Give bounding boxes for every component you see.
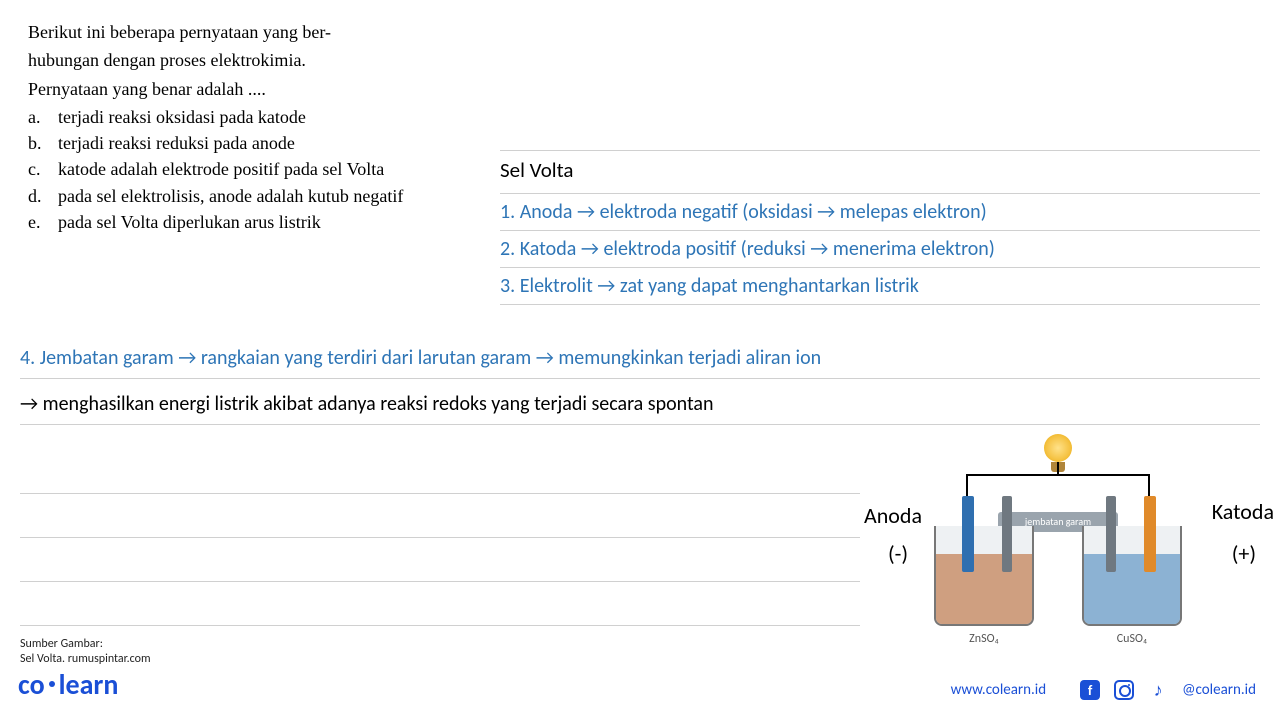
note-line-1: 1. Anoda → elektroda negatif (oksidasi →…	[500, 194, 1260, 231]
full-note-conclusion: → menghasilkan energi listrik akibat ada…	[20, 384, 1260, 425]
option-letter: c.	[28, 157, 58, 181]
logo-co: co	[18, 667, 45, 702]
footer-url[interactable]: www.colearn.id	[951, 681, 1047, 699]
instagram-icon[interactable]	[1114, 680, 1134, 700]
option-text: terjadi reaksi reduksi pada anode	[58, 131, 488, 155]
options-list: a. terjadi reaksi oksidasi pada katode b…	[28, 105, 488, 234]
footer-right: www.colearn.id f ♪ @colearn.id	[951, 680, 1256, 700]
liquid-cu	[1084, 554, 1180, 624]
salt-bridge-leg-left	[1002, 496, 1012, 572]
beaker-right	[1082, 526, 1182, 626]
anoda-label: Anoda	[864, 502, 922, 529]
source-line-1: Sumber Gambar:	[20, 637, 151, 653]
notes-title: Sel Volta	[500, 150, 1260, 194]
question-intro-3: Pernyataan yang benar adalah ....	[28, 77, 488, 101]
image-source: Sumber Gambar: Sel Volta. rumuspintar.co…	[20, 637, 151, 668]
question-intro-2: hubungan dengan proses elektrokimia.	[28, 48, 488, 72]
note-line-2: 2. Katoda → elektroda positif (reduksi →…	[500, 231, 1260, 268]
option-text: pada sel Volta diperlukan arus listrik	[58, 210, 488, 234]
option-a: a. terjadi reaksi oksidasi pada katode	[28, 105, 488, 129]
footer-handle[interactable]: @colearn.id	[1182, 681, 1256, 699]
source-line-2: Sel Volta. rumuspintar.com	[20, 652, 151, 668]
bulb-icon	[1044, 434, 1072, 462]
facebook-icon[interactable]: f	[1080, 680, 1100, 700]
blank-line	[20, 538, 860, 582]
full-note-4: 4. Jembatan garam → rangkaian yang terdi…	[20, 338, 1260, 379]
anoda-sign: (-)	[888, 540, 908, 567]
blank-line	[20, 582, 860, 626]
left-solution-label: ZnSO₄	[934, 632, 1034, 646]
salt-bridge-leg-right	[1106, 496, 1116, 572]
blank-line	[20, 494, 860, 538]
right-solution-label: CuSO₄	[1082, 632, 1182, 646]
note-conclusion: → menghasilkan energi listrik akibat ada…	[20, 384, 1260, 425]
blank-lines	[20, 450, 860, 626]
tiktok-icon[interactable]: ♪	[1148, 680, 1168, 700]
option-letter: e.	[28, 210, 58, 234]
option-text: katode adalah elektrode positif pada sel…	[58, 157, 488, 181]
question-intro-1: Berikut ini beberapa pernyataan yang ber…	[28, 20, 488, 44]
option-letter: a.	[28, 105, 58, 129]
liquid-zn	[936, 554, 1032, 624]
question-block: Berikut ini beberapa pernyataan yang ber…	[28, 20, 488, 236]
option-b: b. terjadi reaksi reduksi pada anode	[28, 131, 488, 155]
colearn-logo: colearn	[18, 667, 118, 702]
notes-panel: Sel Volta 1. Anoda → elektroda negatif (…	[500, 150, 1260, 305]
logo-learn: learn	[59, 667, 119, 702]
electrode-anode	[962, 496, 974, 572]
option-d: d. pada sel elektrolisis, anode adalah k…	[28, 184, 488, 208]
logo-dot-icon	[49, 681, 55, 687]
note-line-4: 4. Jembatan garam → rangkaian yang terdi…	[20, 338, 1260, 379]
option-e: e. pada sel Volta diperlukan arus listri…	[28, 210, 488, 234]
blank-line	[20, 450, 860, 494]
volta-cell-diagram: Anoda (-) Katoda (+) jembatan garam ZnSO…	[870, 440, 1270, 660]
footer: Sumber Gambar: Sel Volta. rumuspintar.co…	[0, 648, 1280, 708]
option-text: terjadi reaksi oksidasi pada katode	[58, 105, 488, 129]
katoda-label: Katoda	[1212, 498, 1274, 525]
wire	[966, 474, 1150, 476]
option-c: c. katode adalah elektrode positif pada …	[28, 157, 488, 181]
option-letter: b.	[28, 131, 58, 155]
option-letter: d.	[28, 184, 58, 208]
electrode-cathode	[1144, 496, 1156, 572]
option-text: pada sel elektrolisis, anode adalah kutu…	[58, 184, 488, 208]
katoda-sign: (+)	[1232, 540, 1256, 567]
note-line-3: 3. Elektrolit → zat yang dapat menghanta…	[500, 268, 1260, 305]
beaker-left	[934, 526, 1034, 626]
